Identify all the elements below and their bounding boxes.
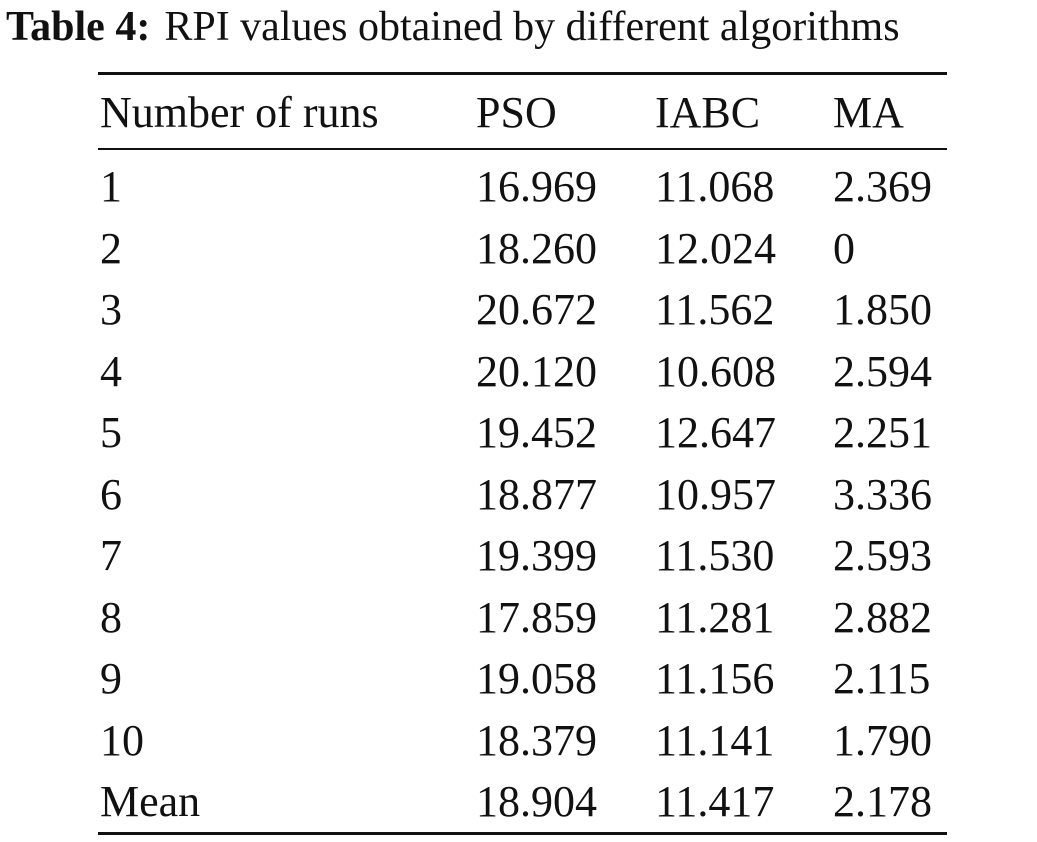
table-row: 4 20.120 10.608 2.594 [0, 342, 1037, 404]
table-caption: Table 4: RPI values obtained by different… [6, 2, 1031, 52]
cell-iabc: 11.417 [655, 777, 775, 826]
cell-iabc: 11.068 [655, 162, 775, 211]
table-header-rule [98, 148, 947, 150]
cell-run: 6 [100, 469, 122, 519]
table-row: 3 20.672 11.562 1.850 [0, 280, 1037, 342]
cell-run: 3 [100, 285, 122, 334]
table-header-row: Number of runs PSO IABC MA [0, 83, 1037, 143]
cell-run: 9 [100, 654, 122, 703]
cell-run: 4 [100, 346, 122, 396]
cell-pso: 19.452 [476, 408, 597, 457]
table-row: 1 16.969 11.068 2.369 [0, 157, 1037, 219]
table-row: 5 19.452 12.647 2.251 [0, 403, 1037, 465]
cell-ma: 2.369 [833, 162, 932, 211]
cell-iabc: 11.562 [655, 285, 775, 334]
cell-run: 5 [100, 408, 122, 457]
table-row: 9 19.058 11.156 2.115 [0, 649, 1037, 711]
cell-ma: 0 [833, 223, 855, 273]
table-caption-label: Table 4: [6, 4, 151, 50]
cell-pso: 18.877 [476, 469, 597, 519]
cell-ma: 2.594 [833, 346, 932, 396]
cell-ma: 2.251 [833, 408, 932, 457]
table-top-rule [98, 72, 947, 75]
cell-iabc: 11.156 [655, 654, 775, 703]
cell-run: Mean [100, 777, 201, 826]
cell-iabc: 11.141 [655, 715, 775, 765]
header-number-of-runs: Number of runs [100, 88, 379, 137]
cell-ma: 2.593 [833, 531, 932, 580]
cell-pso: 18.904 [476, 777, 597, 826]
cell-pso: 16.969 [476, 162, 597, 211]
table-bottom-rule [98, 832, 947, 835]
cell-iabc: 10.957 [655, 469, 776, 519]
cell-run: 10 [100, 715, 144, 765]
cell-run: 8 [100, 592, 122, 642]
cell-pso: 19.399 [476, 531, 597, 580]
cell-iabc: 10.608 [655, 346, 776, 396]
cell-pso: 20.672 [476, 285, 597, 334]
cell-ma: 2.178 [833, 777, 932, 826]
cell-iabc: 11.530 [655, 531, 775, 580]
header-iabc: IABC [655, 88, 761, 137]
cell-run: 1 [100, 162, 122, 211]
table-row: 8 17.859 11.281 2.882 [0, 588, 1037, 650]
cell-pso: 18.260 [476, 223, 597, 273]
cell-ma: 2.882 [833, 592, 932, 642]
cell-run: 2 [100, 223, 122, 273]
cell-pso: 20.120 [476, 346, 597, 396]
table-row: 6 18.877 10.957 3.336 [0, 465, 1037, 527]
header-ma: MA [833, 88, 904, 137]
cell-ma: 2.115 [833, 654, 931, 703]
table-body: 1 16.969 11.068 2.369 2 18.260 12.024 0 … [0, 157, 1037, 834]
table-row: 7 19.399 11.530 2.593 [0, 526, 1037, 588]
cell-iabc: 12.024 [655, 223, 776, 273]
cell-pso: 17.859 [476, 592, 597, 642]
cell-pso: 18.379 [476, 715, 597, 765]
table-row: 2 18.260 12.024 0 [0, 219, 1037, 281]
cell-iabc: 11.281 [655, 592, 775, 642]
header-pso: PSO [476, 88, 557, 137]
cell-ma: 1.790 [833, 715, 932, 765]
cell-ma: 1.850 [833, 285, 932, 334]
table-caption-text: RPI values obtained by different algorit… [164, 4, 900, 50]
cell-ma: 3.336 [833, 469, 932, 519]
table-row: 10 18.379 11.141 1.790 [0, 711, 1037, 773]
table-row-mean: Mean 18.904 11.417 2.178 [0, 772, 1037, 834]
cell-run: 7 [100, 531, 122, 580]
cell-iabc: 12.647 [655, 408, 776, 457]
cell-pso: 19.058 [476, 654, 597, 703]
